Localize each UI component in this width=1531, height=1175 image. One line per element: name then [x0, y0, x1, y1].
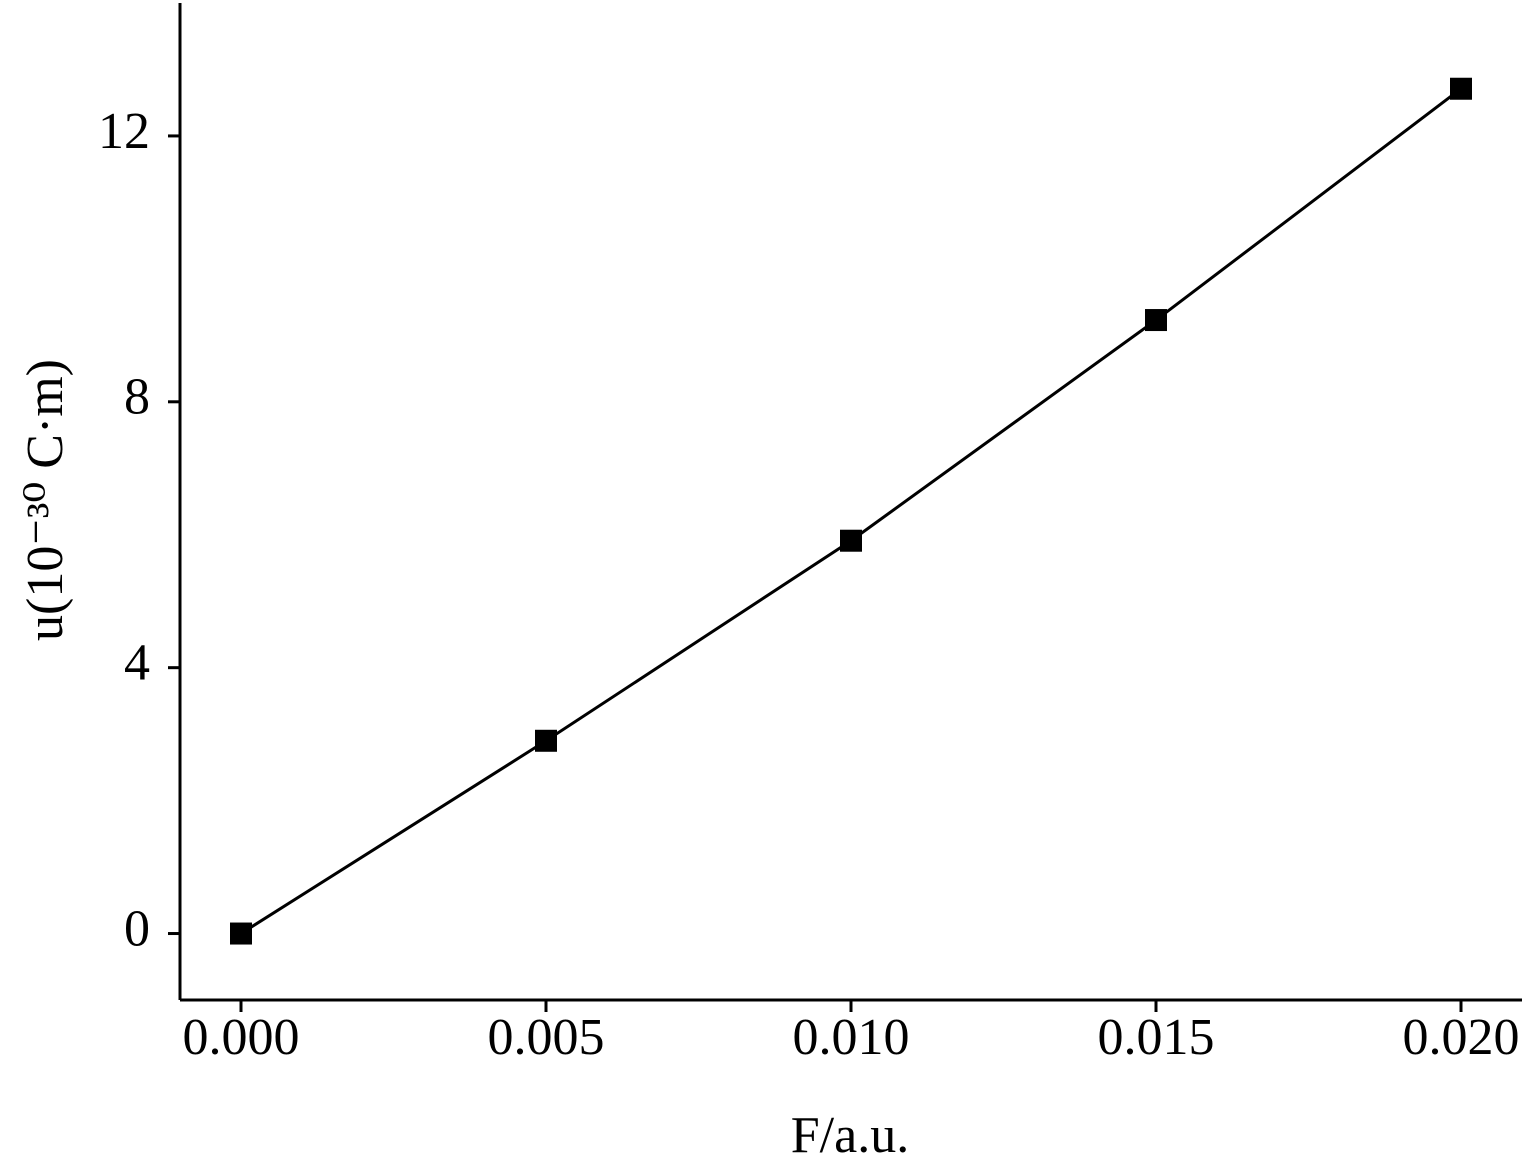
- y-tick-label: 12: [98, 103, 150, 160]
- y-tick-label: 0: [124, 900, 150, 957]
- x-tick-label: 0.015: [1098, 1009, 1215, 1066]
- data-marker: [535, 729, 557, 752]
- y-tick-label: 8: [124, 369, 150, 426]
- data-line: [240, 87, 1462, 935]
- y-axis-label: u(10⁻³⁰ C·m): [17, 359, 74, 641]
- x-tick-label: 0.020: [1403, 1009, 1520, 1066]
- x-tick-label: 0.005: [488, 1009, 605, 1066]
- data-marker: [1145, 309, 1167, 332]
- data-marker: [1450, 77, 1472, 100]
- x-axis-label: F/a.u.: [791, 1107, 909, 1164]
- y-tick-label: 4: [124, 635, 150, 692]
- x-tick-label: 0.000: [183, 1009, 300, 1066]
- data-marker: [230, 922, 252, 945]
- data-marker: [840, 529, 862, 552]
- x-tick-label: 0.010: [793, 1009, 910, 1066]
